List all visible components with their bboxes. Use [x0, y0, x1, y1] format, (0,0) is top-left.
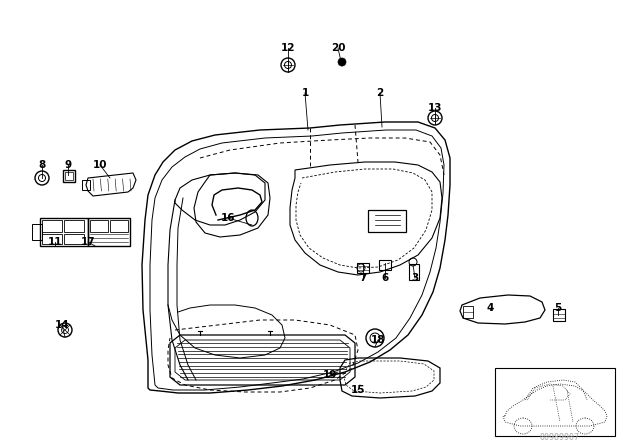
Text: 11: 11 [48, 237, 62, 247]
Text: 12: 12 [281, 43, 295, 53]
Text: 3: 3 [412, 273, 419, 283]
Circle shape [338, 58, 346, 66]
Bar [90, 220, 108, 232]
Text: 20: 20 [331, 43, 345, 53]
Text: 15: 15 [351, 385, 365, 395]
Bar [379, 260, 391, 270]
Text: 10: 10 [93, 160, 108, 170]
Text: 4: 4 [486, 303, 493, 313]
Bar [495, 368, 615, 436]
Bar [82, 180, 90, 190]
Bar [32, 224, 42, 240]
Bar [357, 263, 369, 273]
Bar [42, 234, 62, 244]
Bar [553, 309, 565, 321]
Text: 00989907: 00989907 [540, 434, 580, 443]
Text: 2: 2 [376, 88, 383, 98]
Bar [63, 170, 75, 182]
Text: 8: 8 [38, 160, 45, 170]
Text: 13: 13 [428, 103, 442, 113]
Text: 19: 19 [323, 370, 337, 380]
Text: 6: 6 [381, 273, 388, 283]
Text: 9: 9 [65, 160, 72, 170]
Bar [40, 218, 88, 246]
Text: 18: 18 [371, 335, 385, 345]
Bar [65, 172, 73, 180]
Bar [88, 218, 130, 246]
Bar [463, 306, 473, 318]
Text: 1: 1 [301, 88, 308, 98]
Text: 5: 5 [554, 303, 562, 313]
Text: 16: 16 [221, 213, 236, 223]
Bar [368, 210, 406, 232]
Bar [42, 220, 62, 232]
Text: 7: 7 [359, 273, 367, 283]
Bar [64, 220, 84, 232]
Bar [110, 220, 128, 232]
Bar [64, 234, 84, 244]
Text: 17: 17 [81, 237, 95, 247]
Bar [409, 264, 419, 280]
Text: 14: 14 [54, 320, 69, 330]
